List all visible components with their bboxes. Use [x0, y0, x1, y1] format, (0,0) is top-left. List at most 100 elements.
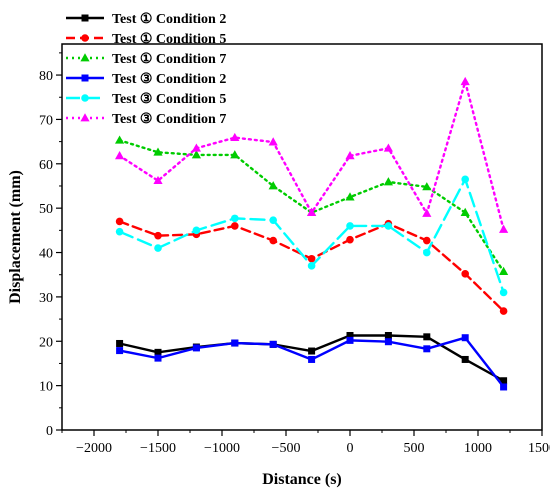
data-point — [460, 76, 470, 86]
legend-label: Test ① Condition 2 — [112, 12, 226, 27]
legend-item: Test ③ Condition 2 — [66, 72, 226, 87]
data-point — [423, 248, 431, 257]
plot-area — [115, 76, 509, 391]
data-point — [268, 137, 278, 146]
legend-marker — [81, 14, 89, 22]
series-2 — [115, 217, 508, 315]
legend-label: Test ③ Condition 7 — [112, 112, 226, 127]
data-point — [460, 207, 470, 216]
data-point — [191, 143, 201, 152]
y-tick-label: 70 — [39, 113, 53, 128]
legend-label: Test ① Condition 7 — [112, 52, 226, 67]
legend-marker — [80, 113, 90, 122]
data-point — [461, 355, 469, 363]
legend-label: Test ③ Condition 5 — [112, 92, 226, 107]
legend: Test ① Condition 2 Test ① Condition 5 Test… — [66, 12, 226, 127]
y-tick-label: 50 — [39, 202, 53, 217]
x-tick-label: 0 — [347, 441, 354, 456]
data-point — [269, 236, 278, 245]
data-point — [346, 336, 354, 344]
data-point — [154, 244, 162, 252]
data-point — [231, 214, 239, 223]
data-point — [307, 207, 317, 216]
data-point — [116, 347, 124, 355]
data-point — [461, 175, 470, 184]
data-point — [422, 208, 432, 217]
x-axis-title: Distance (s) — [262, 471, 342, 488]
data-point — [115, 227, 124, 236]
data-point — [230, 132, 240, 142]
data-point — [308, 355, 316, 363]
data-point — [422, 182, 432, 191]
axes: −2000 −1500 −1000 −500 0 500 1000 1500 0 10 20 30 40… — [39, 52, 550, 456]
data-point — [308, 347, 316, 355]
x-tick-label: 1000 — [464, 441, 492, 456]
data-point — [423, 333, 431, 341]
data-point — [499, 307, 508, 315]
y-tick-label: 0 — [46, 424, 53, 439]
x-tick-label: −1500 — [140, 441, 176, 456]
y-tick-label: 20 — [39, 335, 53, 350]
data-point — [345, 192, 355, 201]
legend-item: Test ③ Condition 7 — [66, 112, 226, 127]
y-tick-label: 10 — [39, 380, 53, 395]
y-tick-label: 40 — [39, 247, 53, 262]
data-point — [500, 383, 508, 391]
data-point — [384, 331, 392, 339]
data-point — [423, 345, 431, 353]
data-point — [269, 340, 277, 348]
data-point — [384, 222, 393, 230]
data-point — [154, 348, 162, 356]
data-point — [499, 224, 509, 233]
data-point — [154, 231, 162, 240]
y-tick-label: 30 — [39, 291, 53, 306]
data-point — [231, 339, 239, 347]
data-point — [307, 262, 316, 270]
data-point — [269, 216, 278, 224]
data-point — [153, 175, 163, 185]
series-5 — [115, 175, 508, 297]
series-3 — [115, 135, 509, 276]
data-point — [383, 177, 393, 186]
legend-label: Test ③ Condition 2 — [112, 72, 226, 87]
x-tick-label: −1000 — [204, 441, 240, 456]
legend-item: Test ① Condition 7 — [66, 52, 226, 67]
data-point — [461, 334, 469, 342]
data-point — [346, 222, 354, 230]
data-point — [116, 339, 124, 347]
data-point — [192, 344, 200, 352]
series-4 — [116, 334, 508, 391]
data-point — [154, 354, 162, 362]
data-point — [191, 150, 201, 159]
legend-item: Test ① Condition 2 — [66, 12, 226, 27]
data-point — [500, 377, 508, 385]
data-point — [115, 217, 124, 226]
legend-marker — [81, 74, 89, 82]
y-tick-label: 60 — [39, 158, 53, 173]
data-point — [345, 151, 355, 160]
series-line — [118, 139, 505, 273]
legend-marker — [80, 53, 90, 62]
y-axis-title: Displacement (mm) — [7, 170, 24, 304]
x-tick-label: 500 — [404, 441, 425, 456]
data-point — [192, 226, 201, 235]
data-point — [346, 235, 354, 244]
legend-item: Test ③ Condition 5 — [66, 92, 226, 107]
y-tick-label: 80 — [39, 69, 53, 84]
legend-label: Test ① Condition 5 — [112, 32, 226, 47]
data-point — [499, 288, 508, 297]
data-point — [230, 150, 240, 159]
x-tick-label: −2000 — [76, 441, 112, 456]
legend-marker — [81, 94, 89, 102]
data-point — [384, 338, 392, 346]
data-point — [499, 266, 509, 276]
x-tick-label: −500 — [272, 441, 301, 456]
data-point — [231, 222, 239, 230]
data-point — [346, 331, 354, 339]
data-point — [383, 143, 393, 152]
data-point — [268, 181, 278, 190]
data-point — [115, 151, 125, 160]
legend-item: Test ① Condition 5 — [66, 32, 226, 47]
data-point — [153, 147, 163, 156]
